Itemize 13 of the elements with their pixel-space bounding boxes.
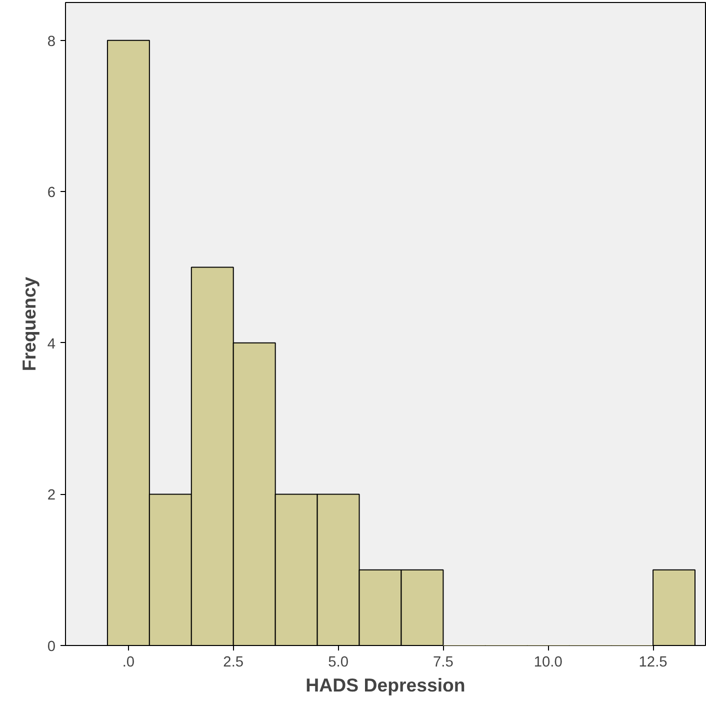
y-axis-title: Frequency <box>18 276 40 372</box>
y-tick-label: 2 <box>47 488 56 504</box>
x-axis-title: HADS Depression <box>306 674 466 696</box>
x-tick-label: 7.5 <box>433 654 454 670</box>
x-tick-label: 12.5 <box>638 654 668 670</box>
x-tick-label: 5.0 <box>328 654 348 670</box>
y-tick-label: 4 <box>47 336 56 352</box>
y-tick-label: 8 <box>47 34 56 50</box>
x-tick-label: .0 <box>122 654 135 670</box>
y-tick-label: 6 <box>47 185 56 202</box>
y-tick-label: 0 <box>47 639 56 655</box>
x-tick-label: 10.0 <box>534 654 562 670</box>
x-tick-label: 2.5 <box>223 654 244 670</box>
